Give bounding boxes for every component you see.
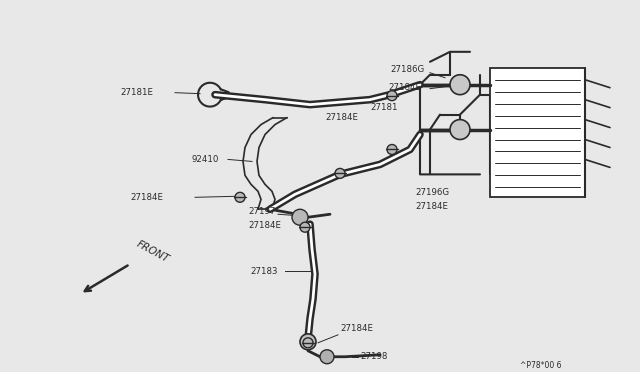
Circle shape [300, 334, 316, 350]
Text: 27198: 27198 [360, 352, 387, 361]
Circle shape [450, 119, 470, 140]
Circle shape [320, 350, 334, 364]
Circle shape [387, 91, 397, 101]
Text: 27184E: 27184E [415, 202, 448, 211]
Text: 27184E: 27184E [325, 113, 358, 122]
Text: 27184E: 27184E [388, 83, 421, 92]
Circle shape [235, 192, 245, 202]
Circle shape [450, 75, 470, 94]
Circle shape [303, 338, 313, 348]
Bar [490, 68, 585, 197]
Text: 27186G: 27186G [390, 65, 424, 74]
Text: 27183: 27183 [250, 267, 278, 276]
Text: 92410: 92410 [192, 155, 220, 164]
Text: 27184E: 27184E [130, 193, 163, 202]
Text: 27197: 27197 [248, 207, 275, 216]
Circle shape [335, 169, 345, 179]
Circle shape [387, 144, 397, 154]
Text: FRONT: FRONT [135, 238, 171, 264]
Circle shape [300, 222, 310, 232]
Circle shape [292, 209, 308, 225]
Text: 27184E: 27184E [340, 324, 373, 333]
Text: 27196G: 27196G [415, 188, 449, 197]
Text: 27181E: 27181E [120, 88, 153, 97]
Text: 27184E: 27184E [248, 221, 281, 230]
Text: 27181: 27181 [370, 103, 397, 112]
Text: ^P78*00 6: ^P78*00 6 [520, 361, 561, 370]
